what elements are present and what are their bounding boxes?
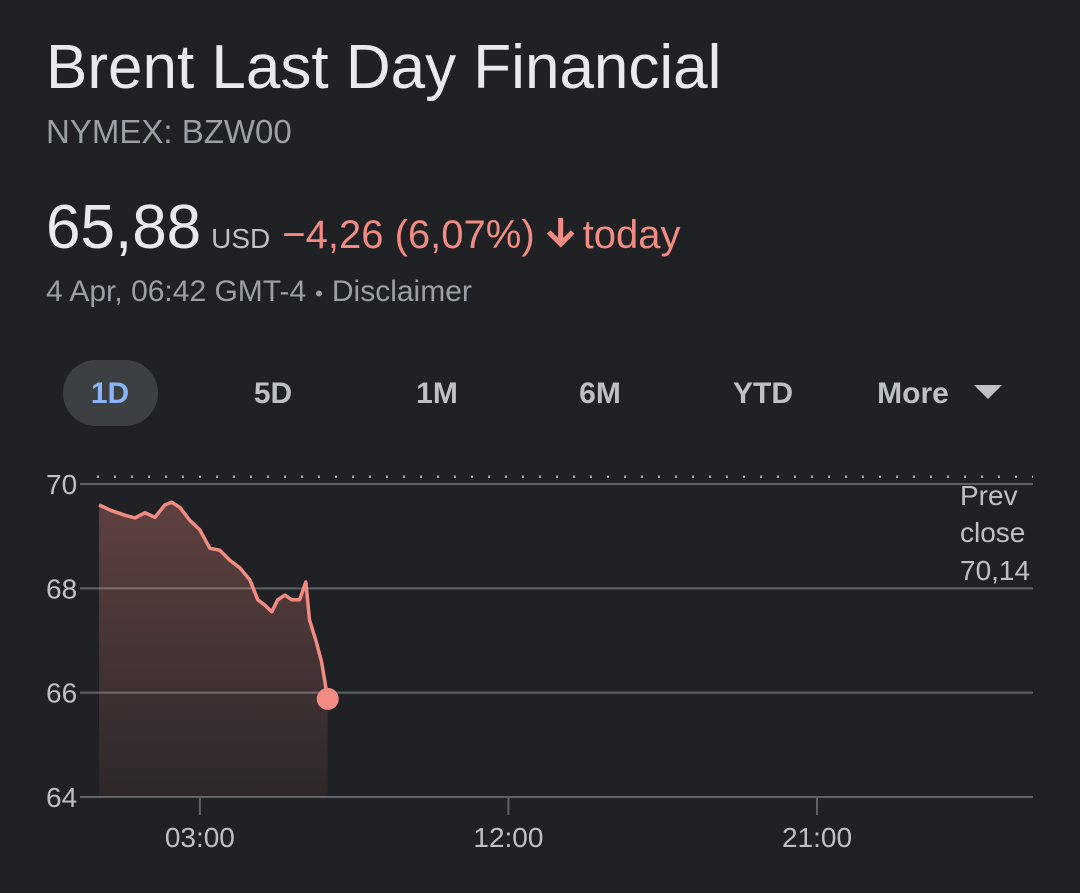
active-tab-pill[interactable] xyxy=(63,360,158,426)
tab[interactable]: 1D xyxy=(91,377,129,410)
prev-close-title: Prev close xyxy=(960,480,1025,548)
y-tick-label: 70 xyxy=(46,469,77,500)
disclaimer[interactable]: Disclaimer xyxy=(332,275,472,308)
x-tick-label: 21:00 xyxy=(782,822,852,853)
tab[interactable]: 6M xyxy=(579,377,621,410)
prev-close-value: 70,14 xyxy=(960,555,1030,586)
tabs: 1D 5D 1M 6M YTD More xyxy=(91,377,949,410)
price: 65,88 xyxy=(46,193,201,262)
change: −4,26 (6,07%) xyxy=(282,213,534,257)
prev-close-word: Prev xyxy=(960,480,1018,511)
period: today xyxy=(583,213,681,257)
x-tick-label: 03:00 xyxy=(165,822,235,853)
ticker: NYMEX: BZW00 xyxy=(46,113,292,150)
last-point xyxy=(316,687,339,710)
title: Brent Last Day Financial xyxy=(46,33,721,102)
y-tick-label: 66 xyxy=(46,678,77,709)
x-tick-label: 12:00 xyxy=(473,822,543,853)
down-arrow xyxy=(546,218,575,248)
line-area xyxy=(99,502,328,797)
separator: • xyxy=(315,281,323,306)
tab[interactable]: 5D xyxy=(254,377,292,410)
chart: 64 66 68 70 03:00 12:00 21:00 Prev close 70,14 xyxy=(46,469,1033,853)
tab[interactable]: YTD xyxy=(733,377,793,410)
timestamp-line: 4 Apr, 06:42 GMT-4 • Disclaimer xyxy=(46,275,472,308)
tab[interactable]: 1M xyxy=(416,377,458,410)
currency: USD xyxy=(211,223,270,254)
y-tick-label: 64 xyxy=(46,782,77,813)
prev-close-word: close xyxy=(960,517,1025,548)
more-dropdown-icon[interactable] xyxy=(974,385,1002,399)
timestamp: 4 Apr, 06:42 GMT-4 xyxy=(46,275,306,308)
tab[interactable]: More xyxy=(877,377,949,410)
y-tick-label: 68 xyxy=(46,573,77,604)
price-line: 65,88 USD −4,26 (6,07%) xyxy=(46,193,535,262)
price-line xyxy=(98,500,330,700)
